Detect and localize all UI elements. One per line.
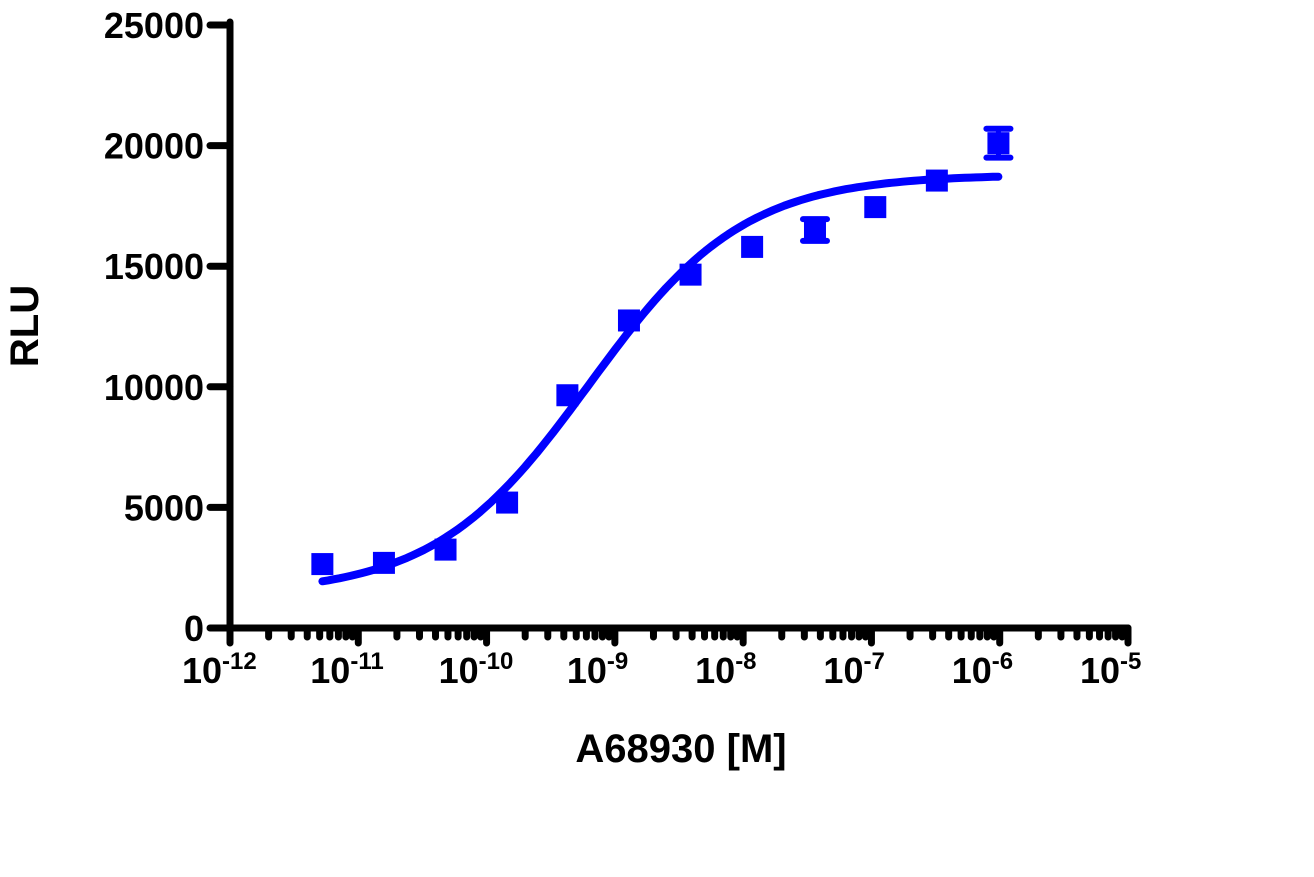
x-tick-label: 10-10 (439, 648, 514, 691)
data-point-marker (741, 235, 764, 258)
y-tick-label: 20000 (104, 126, 204, 167)
data-point-marker (983, 125, 1014, 161)
data-point-marker (372, 551, 395, 574)
y-axis: 0 5000 10000 15000 20000 25000 (104, 5, 234, 649)
x-tick-label: 10-8 (695, 648, 756, 691)
x-tick-label: 10-11 (310, 648, 383, 691)
x-tick-label: 10-6 (952, 648, 1013, 691)
data-point-marker (434, 538, 457, 561)
data-point-marker (556, 384, 579, 407)
x-tick-label: 10-7 (823, 648, 884, 691)
data-point-marker (864, 196, 887, 219)
x-tick-label: 10-5 (1080, 648, 1141, 691)
y-axis-title: RLU (3, 285, 47, 367)
x-tick-label: 10-9 (567, 648, 628, 691)
data-point-marker (679, 263, 702, 286)
data-points (311, 125, 1014, 576)
y-tick-label: 15000 (104, 246, 204, 287)
y-tick-label: 5000 (124, 487, 204, 528)
data-point-marker (496, 491, 519, 514)
data-point-marker (925, 169, 948, 192)
y-tick-label: 10000 (104, 367, 204, 408)
data-point-marker (617, 309, 640, 332)
data-point-marker (311, 553, 334, 576)
x-axis-title: A68930 [M] (575, 727, 786, 771)
y-tick-label: 0 (184, 608, 204, 649)
x-axis: 10-12 10-11 10-10 10-9 10-8 10-7 10-6 10-5 (182, 624, 1141, 691)
data-point-marker (799, 216, 830, 244)
y-tick-label: 25000 (104, 5, 204, 46)
fit-curve (318, 172, 1003, 586)
x-tick-label: 10-12 (182, 648, 257, 691)
